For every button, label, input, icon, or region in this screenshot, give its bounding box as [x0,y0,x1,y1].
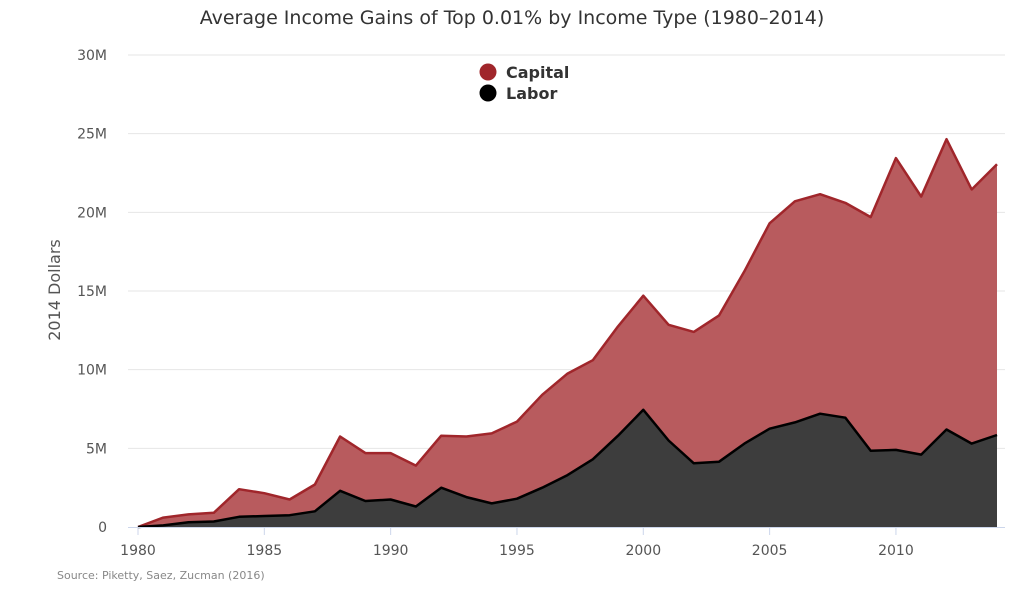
labor-line [137,408,998,529]
x-tick-label: 1990 [373,543,409,559]
legend-label-capital: Capital [506,63,569,82]
y-tick-label: 0 [98,520,107,536]
x-tick-label: 1985 [247,543,283,559]
x-tick-label: 2000 [625,543,661,559]
capital-line [137,137,998,529]
labor-area [138,409,997,527]
x-tick-label: 1995 [499,543,535,559]
y-tick-label: 30M [77,48,107,64]
x-tick-label: 1980 [120,543,156,559]
legend-marker-labor [479,84,497,102]
legend-label-labor: Labor [506,84,557,103]
y-tick-label: 15M [77,284,107,300]
axes: 0 5M 10M 15M 20M 25M 30M 1980 1985 1990 1995 2000 20… [77,48,1005,559]
y-tick-label: 20M [77,205,107,221]
legend-marker-capital [479,63,497,81]
y-axis-label: 2014 Dollars [45,239,64,341]
x-tick-label: 2010 [878,543,914,559]
source-note: Source: Piketty, Saez, Zucman (2016) [57,569,265,582]
y-tick-label: 10M [77,363,107,379]
legend: Capital Labor [479,63,569,103]
y-tick-label: 5M [86,441,107,457]
y-tick-label: 25M [77,127,107,143]
x-tick-label: 2005 [752,543,788,559]
capital-area [138,139,997,527]
chart-title: Average Income Gains of Top 0.01% by Inc… [200,7,825,29]
plot-areas [137,137,998,529]
